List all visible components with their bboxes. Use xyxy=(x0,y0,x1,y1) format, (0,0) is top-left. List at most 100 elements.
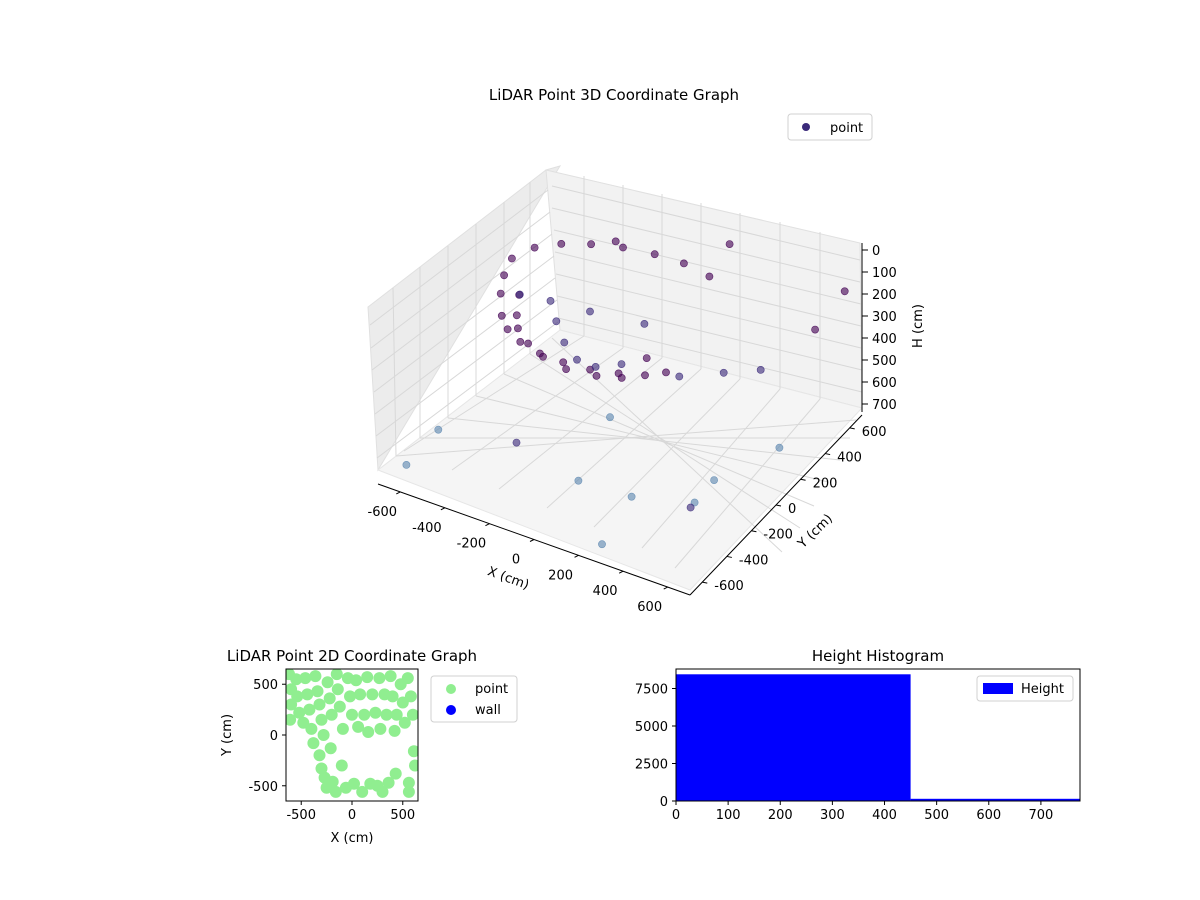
legend-hist-swatch xyxy=(983,683,1013,694)
point-3d xyxy=(725,240,734,248)
point-3d xyxy=(557,239,566,248)
point-3d xyxy=(617,373,626,382)
points-3d xyxy=(402,237,849,549)
point-3d xyxy=(515,290,524,299)
z-tick-label-3d: 500 xyxy=(872,354,897,369)
y-tick-label-2d: 0 xyxy=(270,729,278,744)
legend-3d-marker xyxy=(802,123,810,131)
point-2d xyxy=(374,722,387,735)
y-tick-label-3d: 400 xyxy=(837,451,862,466)
histogram-x-tick-label: 700 xyxy=(1028,808,1053,823)
x-tick-label-2d: 500 xyxy=(390,808,415,823)
legend-2d: point wall xyxy=(430,675,518,723)
point-2d xyxy=(329,785,342,798)
point-3d xyxy=(686,503,695,512)
point-3d xyxy=(574,476,583,485)
point-2d xyxy=(321,676,334,689)
z-ticks-3d: 0 100 200 300 400 500 600 700 xyxy=(862,244,897,413)
x-label-2d: X (cm) xyxy=(331,831,374,846)
point-3d xyxy=(756,365,765,374)
point-3d xyxy=(675,372,684,381)
point-2d xyxy=(313,749,326,762)
histogram-y-ticks: 0 2500 5000 7500 xyxy=(635,683,676,810)
point-2d xyxy=(390,708,403,721)
point-2d xyxy=(336,722,349,735)
point-3d xyxy=(560,338,569,347)
point-2d xyxy=(361,671,374,684)
histogram: Height Histogram 0 100 200 300 400 500 600 700 … xyxy=(635,647,1081,823)
point-3d xyxy=(500,271,508,280)
histogram-title: Height Histogram xyxy=(812,647,944,665)
point-2d xyxy=(376,785,389,798)
point-3d xyxy=(591,362,600,371)
point-2d xyxy=(309,670,322,683)
point-2d xyxy=(402,776,415,789)
z-label-3d: H (cm) xyxy=(911,304,926,348)
point-3d xyxy=(719,368,728,377)
point-3d xyxy=(586,307,594,316)
point-2d xyxy=(346,708,358,721)
y-tick-label-3d: 200 xyxy=(813,476,838,491)
x-tick-label-3d: 600 xyxy=(637,600,662,615)
chart-2d: LiDAR Point 2D Coordinate Graph -500 0 500… xyxy=(220,647,518,846)
point-2d xyxy=(301,688,314,701)
histogram-x-tick-label: 600 xyxy=(976,808,1001,823)
point-2d xyxy=(406,708,418,721)
legend-2d-point-label: point xyxy=(475,682,508,697)
legend-hist-frame xyxy=(976,675,1074,702)
point-3d xyxy=(611,237,620,246)
point-3d xyxy=(840,287,849,296)
point-2d xyxy=(299,672,312,685)
point-3d xyxy=(710,476,718,484)
histogram-y-tick-label: 7500 xyxy=(635,683,668,698)
point-3d xyxy=(640,319,649,328)
point-2d xyxy=(293,706,306,719)
point-3d xyxy=(530,243,539,252)
histogram-x-tick-label: 200 xyxy=(768,808,793,823)
point-2d xyxy=(366,688,379,701)
y-label-2d: Y (cm) xyxy=(220,714,235,757)
point-2d xyxy=(356,785,369,798)
point-3d xyxy=(606,413,614,422)
x-tick-label-3d: 0 xyxy=(512,553,520,568)
histogram-x-tick-label: 0 xyxy=(672,808,680,823)
histogram-x-tick-label: 500 xyxy=(924,808,949,823)
point-2d xyxy=(389,767,402,780)
point-2d xyxy=(313,698,326,711)
point-2d xyxy=(348,777,360,790)
point-2d xyxy=(388,724,401,737)
point-3d xyxy=(641,371,649,380)
histogram-bar xyxy=(910,798,1080,802)
point-2d xyxy=(311,685,324,698)
legend-hist: Height xyxy=(976,675,1074,702)
point-3d xyxy=(503,325,512,334)
point-2d xyxy=(331,683,344,696)
z-tick-label-3d: 300 xyxy=(872,310,897,325)
point-2d xyxy=(323,692,336,705)
point-2d xyxy=(335,759,348,772)
point-2d xyxy=(317,729,330,741)
point-2d xyxy=(286,713,297,726)
point-3d xyxy=(512,438,521,447)
point-3d xyxy=(587,240,595,249)
point-3d xyxy=(434,425,443,434)
legend-2d-wall-marker xyxy=(446,705,456,715)
point-3d xyxy=(497,311,506,320)
x-tick-label-3d: -400 xyxy=(412,521,442,536)
z-tick-label-3d: 600 xyxy=(872,376,897,391)
point-3d xyxy=(562,365,570,373)
points-2d xyxy=(286,669,418,798)
point-3d xyxy=(617,360,626,368)
x-tick-label-3d: -200 xyxy=(457,537,487,552)
point-2d xyxy=(330,669,343,681)
x-tick-label-3d: 400 xyxy=(593,584,618,599)
point-3d xyxy=(598,540,606,549)
point-2d xyxy=(407,745,418,758)
histogram-bars xyxy=(676,674,1080,802)
point-3d xyxy=(705,272,714,281)
point-3d xyxy=(559,358,568,367)
point-3d xyxy=(811,325,819,334)
point-3d xyxy=(514,324,522,333)
point-2d xyxy=(404,690,417,703)
